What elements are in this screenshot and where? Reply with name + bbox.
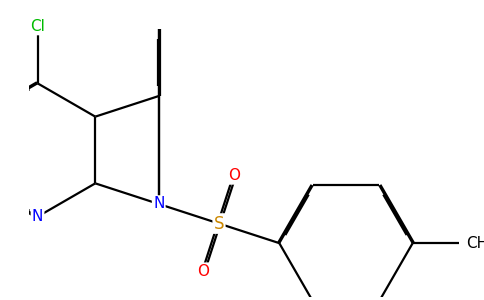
Text: S: S: [214, 214, 224, 232]
Text: N: N: [32, 209, 43, 224]
Text: Cl: Cl: [30, 19, 45, 34]
Text: O: O: [197, 264, 210, 279]
Text: CH: CH: [466, 236, 484, 250]
Text: N: N: [153, 196, 165, 211]
Text: O: O: [228, 169, 241, 184]
